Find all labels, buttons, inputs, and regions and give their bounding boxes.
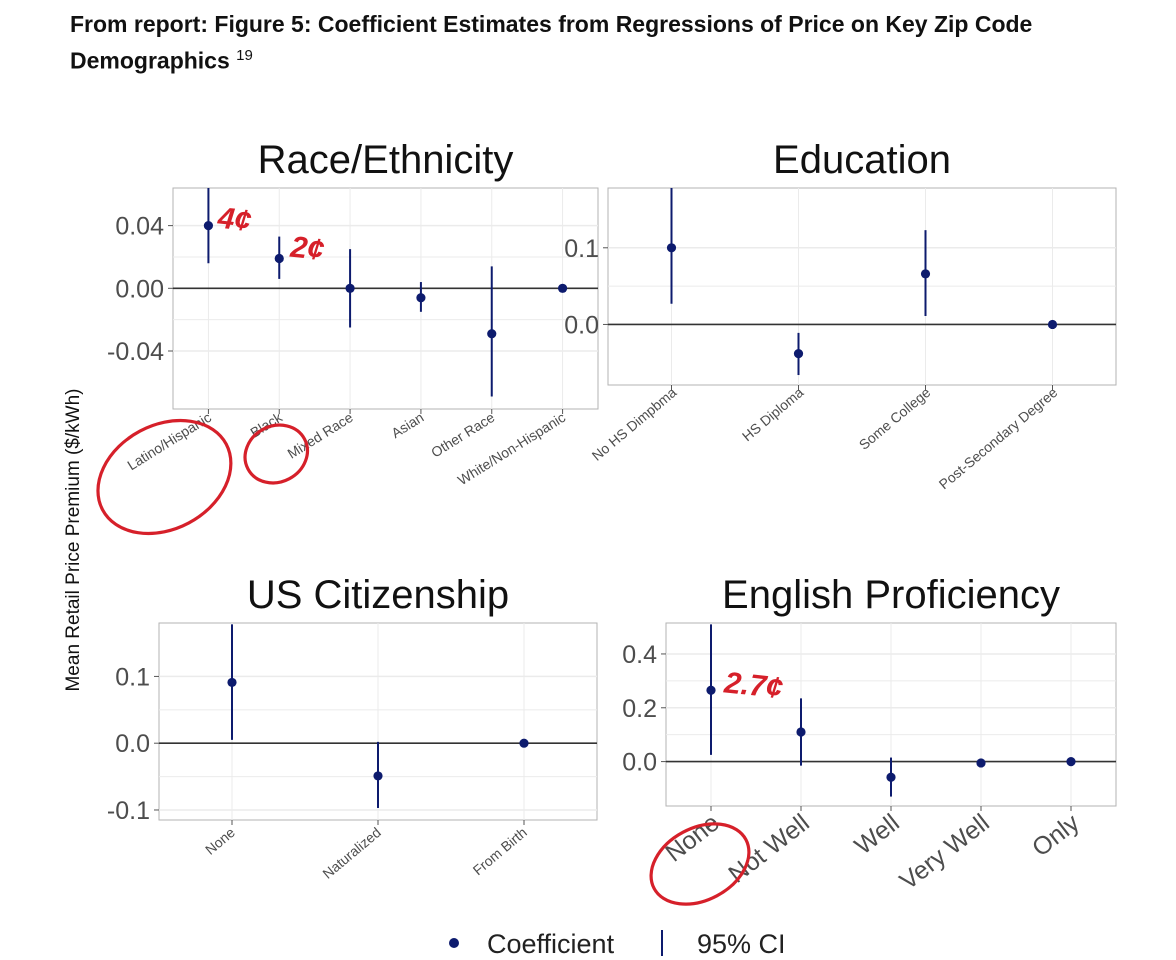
legend-coefficient-marker [449, 938, 459, 948]
chart-panels: Race/Ethnicity -0.04 0.00 0.04 Latino/Hispan… [96, 138, 1117, 906]
x-tick-label: Some College [856, 384, 934, 453]
panel-race-ethnicity: Race/Ethnicity -0.04 0.00 0.04 Latino/Hispan… [96, 138, 599, 536]
legend: Coefficient 95% CI [449, 929, 786, 959]
panel-title: Race/Ethnicity [258, 138, 514, 182]
y-tick-label: 0.00 [115, 275, 164, 303]
x-tick-label: None [660, 809, 724, 868]
x-tick-label: Not Well [723, 809, 814, 889]
y-tick-label: 0.1 [115, 663, 150, 691]
coefficient-point [227, 677, 237, 688]
coefficient-point [666, 243, 677, 253]
coefficient-point [203, 221, 214, 231]
x-tick-label: Mixed Race [285, 409, 356, 462]
y-tick-label: 0.0 [115, 730, 150, 758]
coefficient-point [1047, 319, 1058, 330]
coefficient-point [519, 738, 529, 748]
panel-us-citizenship: US Citizenship -0.1 0.0 0.1 None Naturalized F… [107, 573, 598, 882]
panel-education: Education 0.0 0.1 No HS Dimpbma HS Diploma So… [564, 138, 1117, 492]
y-tick-label: 0.04 [115, 213, 164, 241]
coefficient-point [557, 283, 568, 293]
x-tick-label: Latino/Hispanic [124, 409, 214, 473]
x-tick-label: Very Well [895, 809, 995, 896]
y-tick-label: 0.1 [564, 235, 599, 263]
y-tick-label: 0.0 [564, 311, 599, 339]
panel-title: English Proficiency [722, 573, 1060, 617]
coefficient-point [796, 727, 806, 737]
y-tick-label: 0.2 [622, 695, 657, 723]
coefficient-point [416, 293, 426, 303]
y-axis-label: Mean Retail Price Premium ($/kWh) [63, 388, 84, 691]
annotation-text: 2.7¢ [722, 666, 785, 705]
panel-frame [172, 187, 599, 410]
coefficient-point [373, 771, 383, 781]
panel-title: Education [773, 138, 951, 182]
x-tick-label: Asian [388, 409, 426, 441]
legend-ci-label: 95% CI [697, 929, 786, 959]
x-tick-label: Only [1027, 808, 1085, 862]
footnote-marker: 19 [236, 47, 253, 64]
y-tick-label: 0.0 [622, 749, 657, 777]
x-tick-label: HS Diploma [739, 384, 807, 444]
coefficient-point [345, 283, 355, 293]
x-tick-label: Other Race [428, 409, 497, 461]
coefficient-point [487, 329, 497, 339]
x-tick-label: No HS Dimpbma [589, 384, 680, 464]
y-tick-label: -0.04 [107, 338, 164, 366]
y-tick-label: -0.1 [107, 797, 150, 825]
x-tick-label: None [202, 824, 238, 858]
coefficient-point [793, 348, 804, 359]
coefficient-point [920, 269, 931, 279]
x-tick-label: From Birth [470, 824, 530, 878]
coefficient-point [274, 253, 284, 264]
annotation-circle [243, 423, 310, 485]
x-tick-label: Naturalized [319, 824, 384, 882]
annotation-text: 2¢ [288, 230, 326, 266]
panel-title: US Citizenship [247, 573, 509, 617]
coefficient-point [886, 772, 896, 782]
coefficient-point [976, 758, 986, 768]
annotation-circle [649, 822, 751, 906]
y-tick-label: 0.4 [622, 641, 657, 669]
figure-title-text: From report: Figure 5: Coefficient Estim… [70, 11, 1033, 74]
coefficient-point [1066, 756, 1076, 767]
annotation-circle [96, 418, 233, 536]
annotation-text: 4¢ [215, 202, 253, 238]
x-tick-label: Post-Secondary Degree [936, 384, 1061, 492]
x-tick-label: Well [849, 809, 904, 861]
coefficient-point [706, 685, 716, 695]
legend-coefficient-label: Coefficient [487, 929, 615, 959]
figure-title: From report: Figure 5: Coefficient Estim… [70, 8, 1150, 77]
